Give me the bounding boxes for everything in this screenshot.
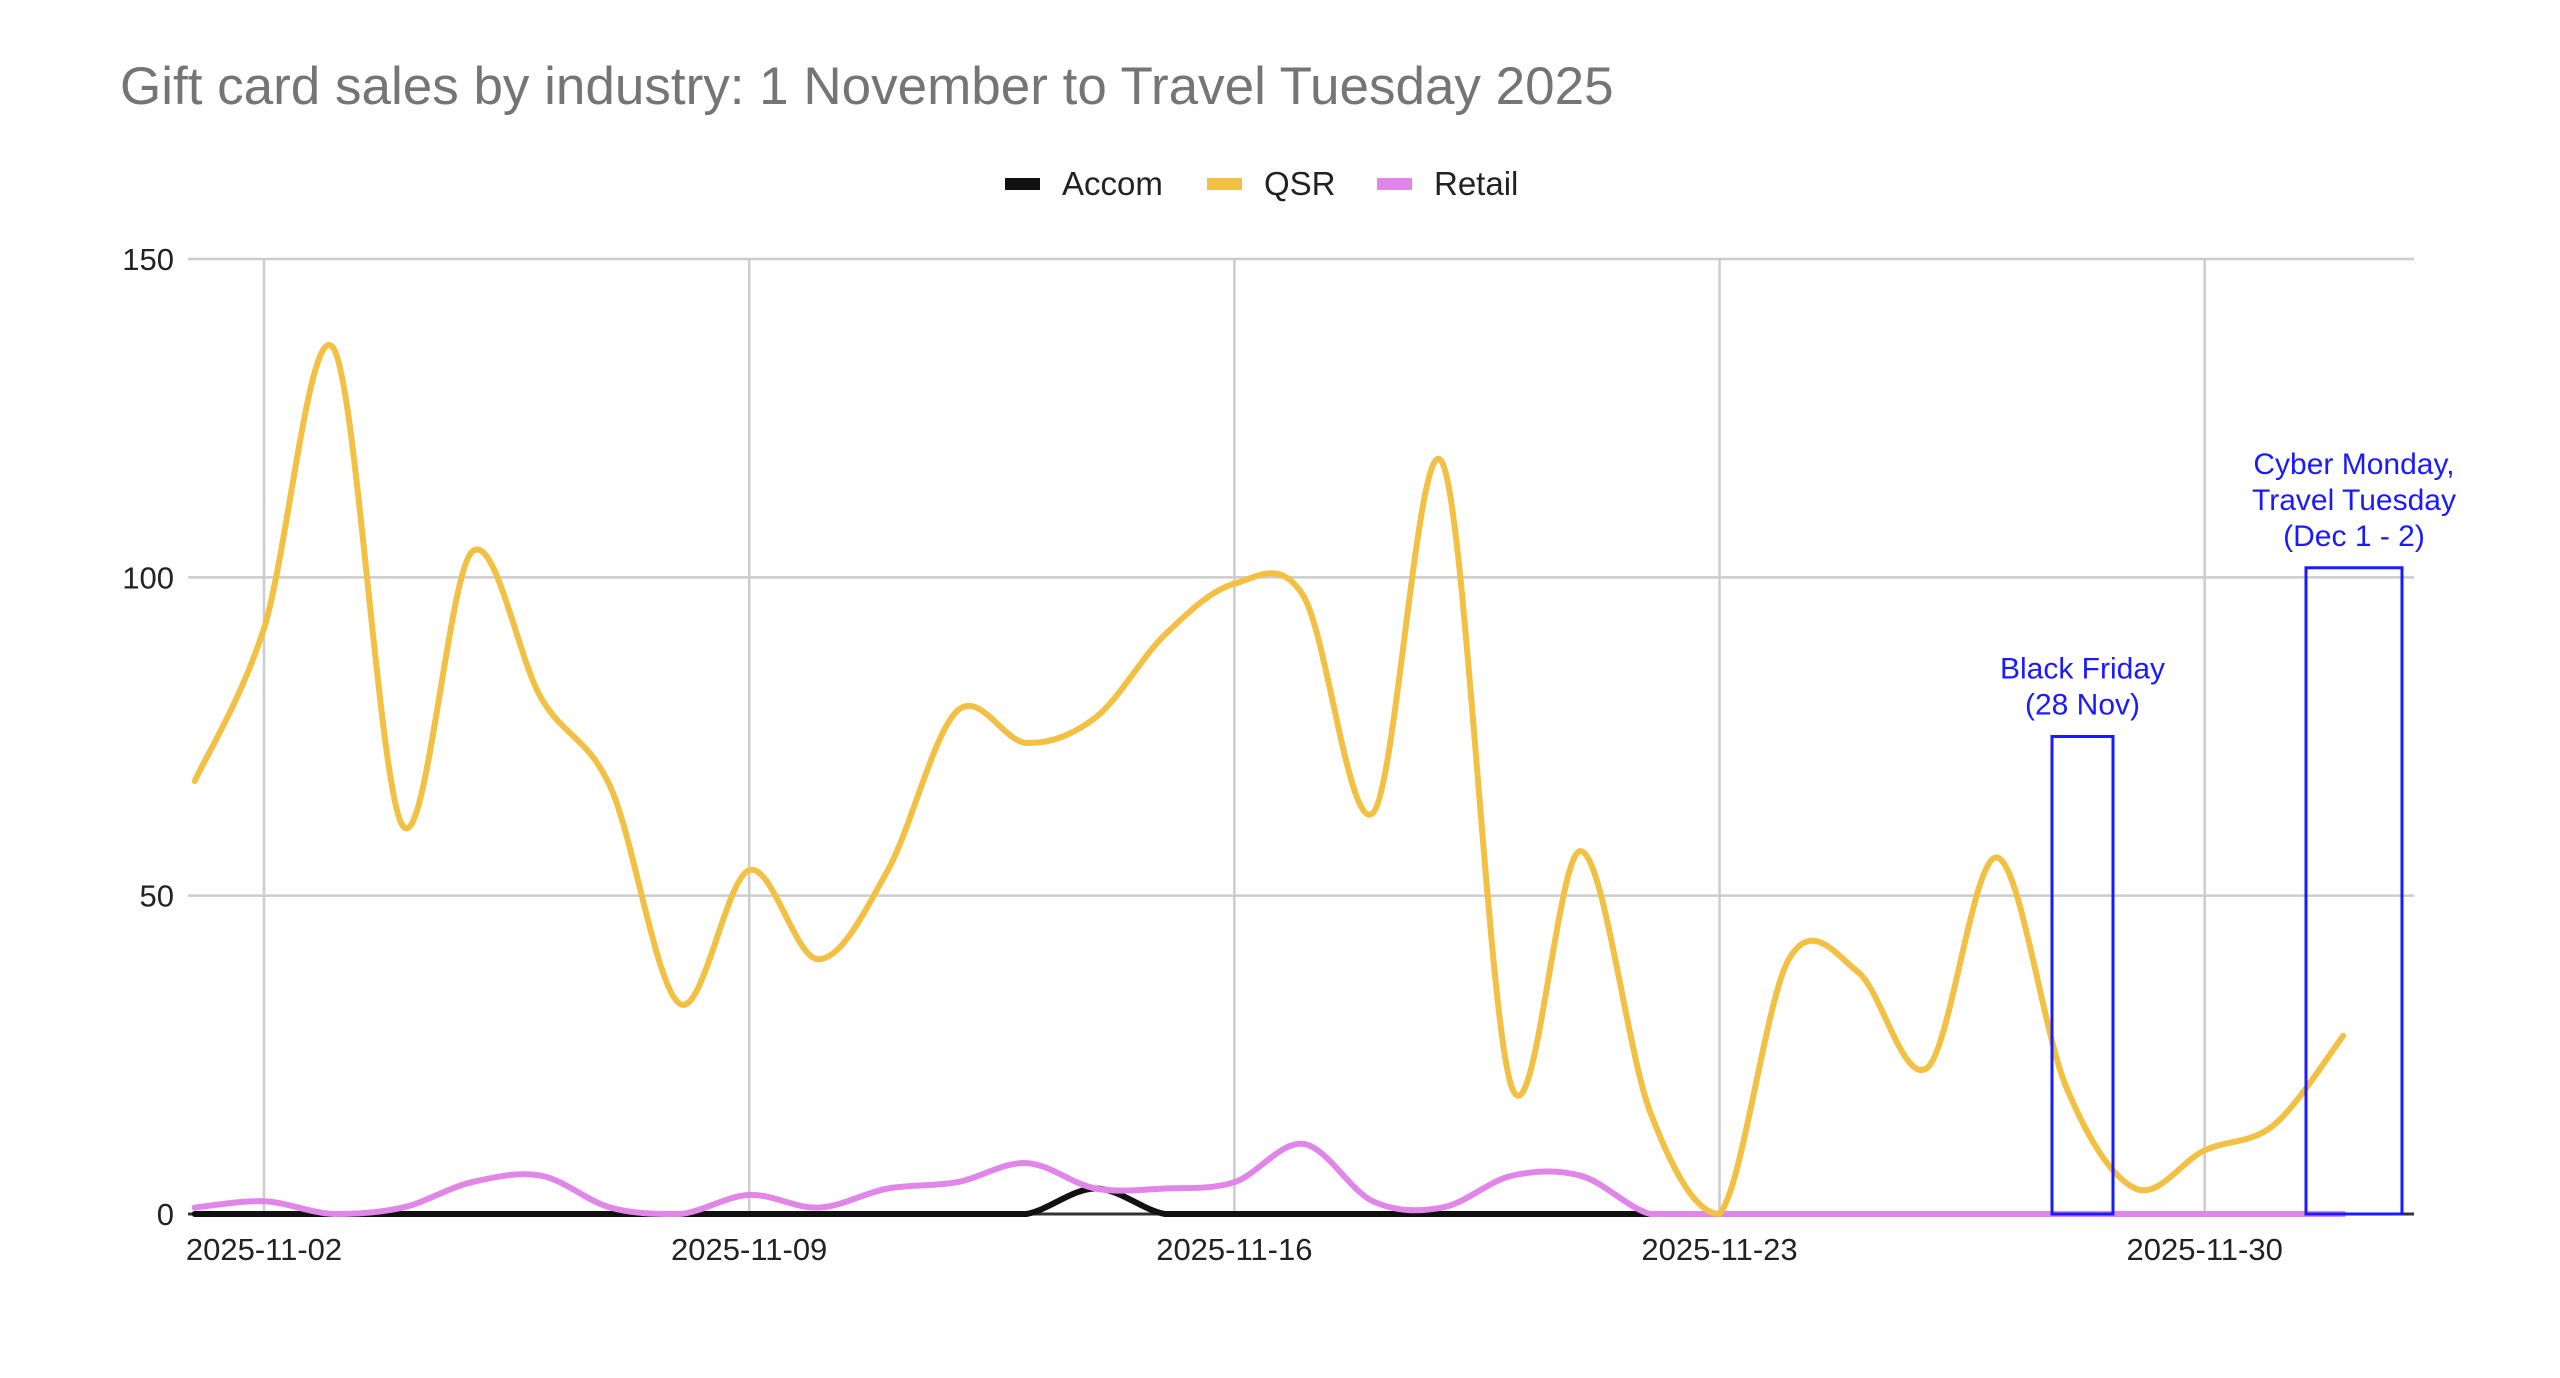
y-axis: 0 50 100 150 <box>122 242 174 1232</box>
legend-swatch-accom-icon <box>1005 178 1040 190</box>
legend-swatch-retail-icon <box>1377 178 1412 190</box>
x-axis: 2025-11-02 2025-11-09 2025-11-16 2025-11-23… <box>186 1232 2283 1267</box>
annotations: Black Friday(28 Nov) Cyber Monday,Travel … <box>2000 448 2456 1216</box>
chart-title: Gift card sales by industry: 1 November … <box>120 57 1614 116</box>
legend-item-retail[interactable]: Retail <box>1377 162 1518 206</box>
series-line-accom <box>191 1185 2347 1218</box>
annotation-label: Cyber Monday, <box>2253 448 2454 481</box>
x-tick-label: 2025-11-02 <box>186 1232 342 1267</box>
legend-label: Retail <box>1434 165 1519 202</box>
legend-item-accom[interactable]: Accom <box>1005 162 1163 206</box>
series-lines <box>191 342 2347 1218</box>
legend-item-qsr[interactable]: QSR <box>1207 162 1336 206</box>
x-tick-label: 2025-11-16 <box>1156 1232 1312 1267</box>
y-tick-label: 100 <box>122 560 174 595</box>
annotation-box <box>2050 735 2115 1216</box>
annotation-label: Travel Tuesday <box>2252 484 2456 517</box>
legend-label: QSR <box>1264 165 1336 202</box>
y-tick-label: 50 <box>140 879 174 914</box>
y-tick-label: 150 <box>122 242 174 277</box>
legend: Accom QSR Retail <box>0 162 2560 206</box>
annotation-label: (28 Nov) <box>2025 689 2140 722</box>
annotation-label: Black Friday <box>2000 653 2165 686</box>
annotation-label: (Dec 1 - 2) <box>2283 520 2425 553</box>
legend-swatch-qsr-icon <box>1207 178 1242 190</box>
legend-label: Accom <box>1062 165 1163 202</box>
x-tick-label: 2025-11-30 <box>2127 1232 2283 1267</box>
series-line-qsr <box>191 342 2347 1217</box>
x-tick-label: 2025-11-23 <box>1641 1232 1797 1267</box>
x-tick-label: 2025-11-09 <box>671 1232 827 1267</box>
y-tick-label: 0 <box>157 1197 174 1232</box>
annotation-box <box>2304 566 2404 1216</box>
series-line-retail <box>191 1140 2347 1218</box>
